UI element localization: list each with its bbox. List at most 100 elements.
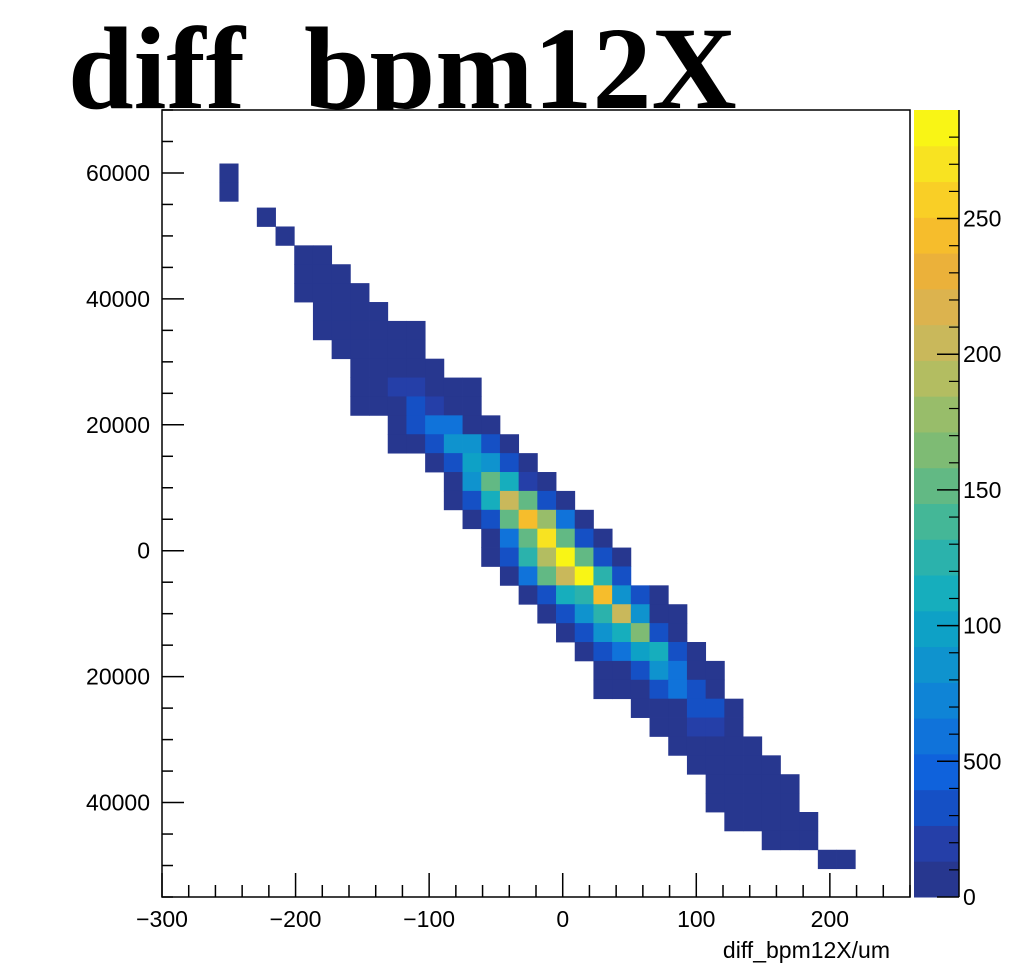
heatmap-bin (462, 490, 482, 511)
heatmap-bin (574, 585, 594, 605)
x-tick-label: −100 (403, 906, 455, 932)
heatmap-bin (537, 547, 557, 567)
heatmap-bin (836, 849, 856, 870)
heatmap-bin (761, 793, 781, 813)
color-axis-label: 0 (963, 884, 976, 910)
heatmap-bin (780, 830, 800, 851)
heatmap-bin (387, 434, 407, 454)
palette-swatch (914, 110, 959, 147)
heatmap-bin (406, 377, 426, 397)
heatmap-bin (593, 623, 613, 643)
heatmap-bin (593, 547, 613, 567)
heatmap-bin (443, 415, 463, 435)
heatmap-bin (462, 472, 482, 492)
heatmap-bin (724, 698, 744, 718)
heatmap-bin (331, 320, 351, 341)
heatmap-bin (387, 396, 407, 416)
heatmap-bin (294, 283, 314, 303)
x-tick-label: 200 (811, 906, 849, 932)
heatmap-bin (312, 264, 333, 284)
heatmap-bin (612, 642, 632, 662)
heatmap-bin (556, 547, 576, 567)
heatmap-bin (443, 472, 463, 492)
palette-swatch (914, 396, 959, 433)
heatmap-bin (462, 396, 482, 416)
heatmap-bin (499, 453, 520, 473)
heatmap-bin (574, 528, 594, 548)
heatmap-bin (294, 264, 314, 284)
heatmap-bin (518, 528, 538, 548)
heatmap-bin (387, 320, 407, 341)
heatmap-bin (462, 377, 482, 397)
x-tick-label: 0 (556, 906, 569, 932)
palette-swatch (914, 503, 959, 540)
heatmap-bin (686, 660, 707, 681)
heatmap-bin (387, 339, 407, 360)
heatmap-bin (593, 679, 613, 700)
color-palette (914, 110, 959, 898)
heatmap-bin (593, 642, 613, 662)
heatmap-bin (312, 302, 333, 322)
heatmap-bin (219, 163, 239, 183)
heatmap-bin (518, 585, 538, 605)
heatmap-bin (556, 509, 576, 530)
palette-swatch (914, 718, 959, 755)
heatmap-bin (724, 755, 744, 775)
heatmap-bin (743, 812, 763, 832)
heatmap-bin (630, 660, 650, 681)
heatmap-bin (686, 736, 707, 756)
heatmap-bin (350, 339, 370, 360)
palette-swatch (914, 324, 959, 361)
heatmap-bin (331, 264, 351, 284)
heatmap-bin (574, 547, 594, 567)
heatmap-bin (481, 528, 501, 548)
heatmap-bin (686, 679, 707, 700)
heatmap-bin (518, 547, 538, 567)
color-axis: 0 500 100 150 200 250 (937, 110, 1001, 910)
heatmap-bin (406, 358, 426, 378)
heatmap-bin (612, 660, 632, 681)
heatmap-bin (443, 377, 463, 397)
heatmap-bin (724, 812, 744, 832)
heatmap-bin (462, 434, 482, 454)
heatmap-bin (612, 623, 632, 643)
heatmap-bin (574, 604, 594, 624)
heatmap-bin (556, 566, 576, 586)
x-axis-title: diff_bpm12X/um (723, 937, 890, 963)
heatmap-bin (649, 660, 669, 681)
heatmap-bin (593, 604, 613, 624)
heatmap-bin (761, 830, 781, 851)
heatmap-bin (350, 320, 370, 341)
heatmap-bin (481, 490, 501, 511)
heatmap-bin (686, 717, 707, 737)
palette-swatch (914, 682, 959, 719)
heatmap-bin (537, 604, 557, 624)
heatmap-bin (649, 679, 669, 700)
color-axis-label: 100 (963, 613, 1001, 639)
heatmap-bin (443, 453, 463, 473)
heatmap-bin (537, 509, 557, 530)
heatmap-bin (612, 679, 632, 700)
heatmap-bin (481, 472, 501, 492)
heatmap-bin (761, 774, 781, 794)
heatmap-bin (350, 302, 370, 322)
heatmap-bin (499, 490, 520, 511)
heatmap-bin (668, 623, 688, 643)
heatmap-bin (612, 604, 632, 624)
heatmap-bin (686, 755, 707, 775)
palette-swatch (914, 467, 959, 504)
heatmap-bin (425, 396, 445, 416)
heatmap-bin (462, 415, 482, 435)
heatmap-bin (499, 566, 520, 586)
palette-swatch (914, 360, 959, 397)
palette-swatch (914, 575, 959, 612)
heatmap-bin (275, 226, 295, 246)
palette-swatch (914, 181, 959, 218)
heatmap-bin (481, 547, 501, 567)
palette-swatch (914, 431, 959, 469)
heatmap-bin (556, 528, 576, 548)
heatmap-bin (817, 849, 837, 870)
heatmap-bin (425, 377, 445, 397)
heatmap-bin (574, 509, 594, 530)
